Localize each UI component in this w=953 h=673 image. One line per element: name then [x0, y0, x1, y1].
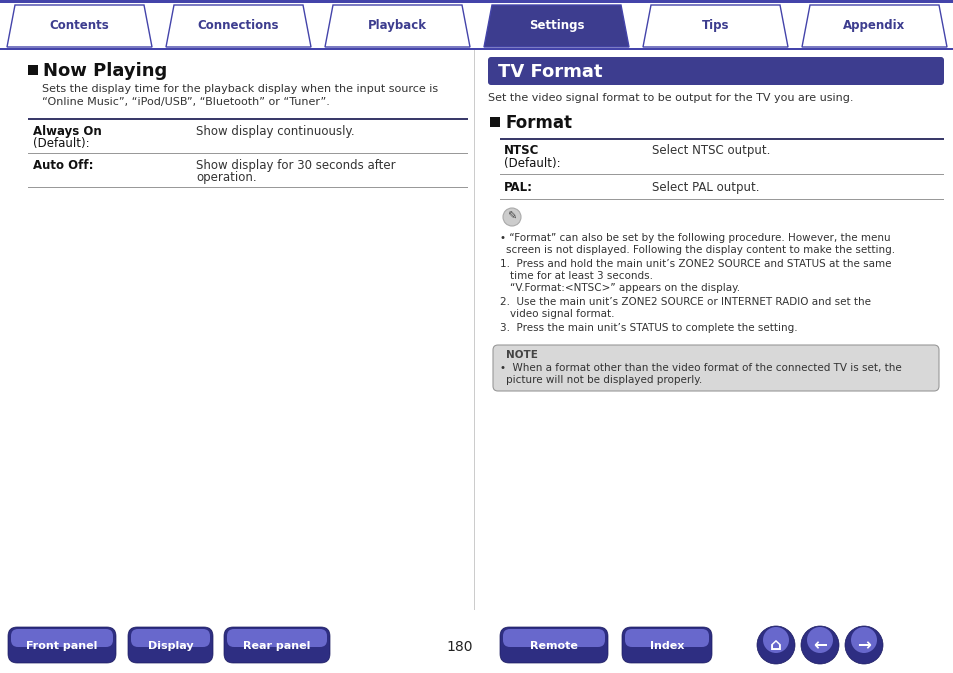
Text: screen is not displayed. Following the display content to make the setting.: screen is not displayed. Following the d…	[505, 245, 894, 255]
Circle shape	[850, 627, 876, 653]
Text: NOTE: NOTE	[505, 350, 537, 360]
FancyBboxPatch shape	[227, 629, 327, 647]
Text: ←: ←	[812, 636, 826, 654]
Text: (Default):: (Default):	[503, 157, 560, 170]
Text: (Default):: (Default):	[33, 137, 90, 150]
Text: Now Playing: Now Playing	[43, 62, 167, 80]
Polygon shape	[7, 5, 152, 47]
Text: picture will not be displayed properly.: picture will not be displayed properly.	[505, 375, 701, 385]
Text: 2.  Use the main unit’s ZONE2 SOURCE or INTERNET RADIO and set the: 2. Use the main unit’s ZONE2 SOURCE or I…	[499, 297, 870, 307]
FancyBboxPatch shape	[624, 629, 708, 647]
Circle shape	[757, 626, 794, 664]
FancyBboxPatch shape	[502, 629, 604, 647]
Text: • “Format” can also be set by the following procedure. However, the menu: • “Format” can also be set by the follow…	[499, 233, 890, 243]
Text: Always On: Always On	[33, 125, 102, 138]
Text: ⌂: ⌂	[769, 636, 781, 654]
Bar	[0, 48, 953, 50]
Text: Select NTSC output.: Select NTSC output.	[651, 144, 770, 157]
Text: NTSC: NTSC	[503, 144, 538, 157]
Bar	[28, 187, 468, 188]
Circle shape	[806, 627, 832, 653]
Text: Rear panel: Rear panel	[243, 641, 311, 651]
Text: →: →	[856, 636, 870, 654]
Text: Format: Format	[505, 114, 573, 132]
Bar	[28, 118, 468, 120]
Text: time for at least 3 seconds.: time for at least 3 seconds.	[510, 271, 652, 281]
Text: Auto Off:: Auto Off:	[33, 159, 93, 172]
Text: Show display for 30 seconds after: Show display for 30 seconds after	[195, 159, 395, 172]
Bar	[28, 65, 38, 75]
Bar	[0, 0, 953, 3]
Bar	[499, 199, 943, 200]
FancyBboxPatch shape	[11, 629, 112, 647]
Bar	[28, 153, 468, 154]
Text: Remote: Remote	[530, 641, 578, 651]
Polygon shape	[801, 5, 946, 47]
FancyBboxPatch shape	[224, 627, 330, 663]
FancyBboxPatch shape	[499, 627, 607, 663]
FancyBboxPatch shape	[621, 627, 711, 663]
Text: 180: 180	[446, 640, 473, 654]
Text: “V.Format:<NTSC>” appears on the display.: “V.Format:<NTSC>” appears on the display…	[510, 283, 740, 293]
Text: operation.: operation.	[195, 171, 256, 184]
Polygon shape	[166, 5, 311, 47]
Text: Tips: Tips	[701, 19, 728, 32]
Bar	[499, 174, 943, 175]
Bar	[499, 138, 943, 139]
Bar	[474, 50, 475, 610]
Circle shape	[801, 626, 838, 664]
Text: Contents: Contents	[50, 19, 110, 32]
Text: Front panel: Front panel	[27, 641, 97, 651]
Text: Index: Index	[649, 641, 683, 651]
Text: Select PAL output.: Select PAL output.	[651, 181, 759, 194]
Bar	[490, 117, 499, 127]
Text: “Online Music”, “iPod/USB”, “Bluetooth” or “Tuner”.: “Online Music”, “iPod/USB”, “Bluetooth” …	[42, 97, 330, 107]
FancyBboxPatch shape	[493, 345, 938, 391]
Text: Playback: Playback	[368, 19, 427, 32]
Text: Appendix: Appendix	[842, 19, 904, 32]
FancyBboxPatch shape	[131, 629, 210, 647]
FancyBboxPatch shape	[8, 627, 116, 663]
Polygon shape	[325, 5, 470, 47]
Text: Connections: Connections	[197, 19, 279, 32]
Circle shape	[762, 627, 788, 653]
Text: Settings: Settings	[528, 19, 583, 32]
Text: video signal format.: video signal format.	[510, 309, 614, 319]
Polygon shape	[483, 5, 628, 47]
Text: PAL:: PAL:	[503, 181, 533, 194]
Text: Show display continuously.: Show display continuously.	[195, 125, 355, 138]
Circle shape	[502, 208, 520, 226]
Polygon shape	[642, 5, 787, 47]
FancyBboxPatch shape	[488, 57, 943, 85]
Text: 1.  Press and hold the main unit’s ZONE2 SOURCE and STATUS at the same: 1. Press and hold the main unit’s ZONE2 …	[499, 259, 890, 269]
Text: •  When a format other than the video format of the connected TV is set, the: • When a format other than the video for…	[499, 363, 901, 373]
Text: TV Format: TV Format	[497, 63, 602, 81]
Text: ✎: ✎	[507, 212, 517, 222]
Text: Sets the display time for the playback display when the input source is: Sets the display time for the playback d…	[42, 84, 437, 94]
Circle shape	[844, 626, 882, 664]
Text: Set the video signal format to be output for the TV you are using.: Set the video signal format to be output…	[488, 93, 853, 103]
Text: 3.  Press the main unit’s STATUS to complete the setting.: 3. Press the main unit’s STATUS to compl…	[499, 323, 797, 333]
FancyBboxPatch shape	[128, 627, 213, 663]
Text: Display: Display	[148, 641, 193, 651]
